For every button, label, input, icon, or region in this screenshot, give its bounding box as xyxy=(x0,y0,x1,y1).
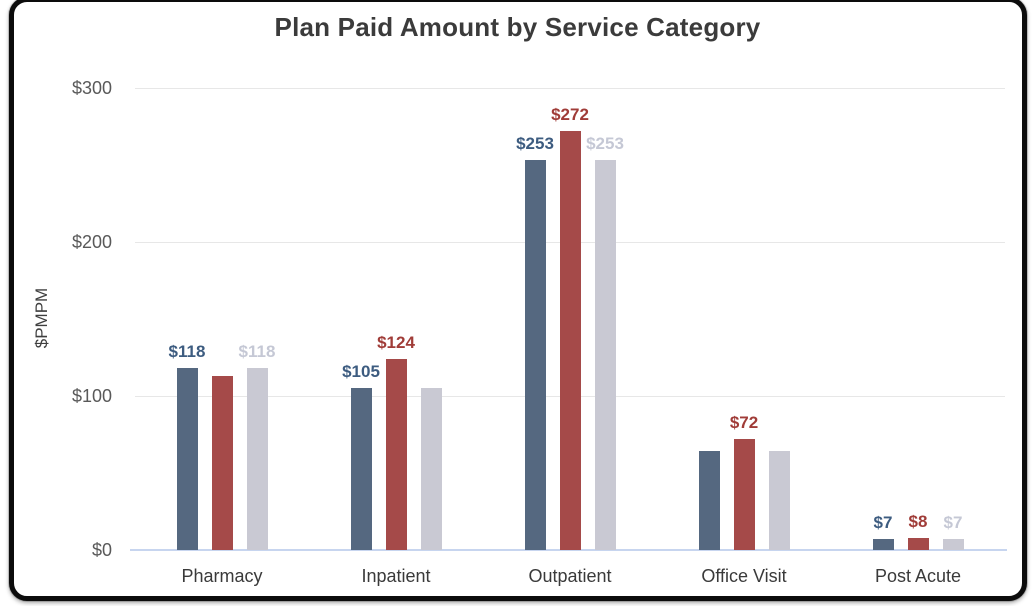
gridline-300 xyxy=(135,88,1005,89)
bar-value-red-post-acute: $8 xyxy=(908,511,928,531)
bar-blue-outpatient[interactable] xyxy=(524,160,546,550)
x-category-post-acute: Post Acute xyxy=(874,566,962,586)
bar-value-red-inpatient: $124 xyxy=(377,333,415,353)
bar-value-blue-pharmacy: $118 xyxy=(168,342,206,362)
bar-value-gray-outpatient: $253 xyxy=(586,134,624,154)
bar-value-blue-inpatient: $105 xyxy=(342,362,380,382)
bar-blue-post-acute[interactable] xyxy=(872,539,894,550)
x-category-office-visit: Office Visit xyxy=(701,566,787,586)
bar-blue-office-visit[interactable] xyxy=(698,451,720,550)
bar-value-gray-post-acute: $7 xyxy=(943,513,963,533)
y-tick-0: $0 xyxy=(91,540,112,560)
y-axis-label: $PMPM xyxy=(32,287,51,349)
x-category-outpatient: Outpatient xyxy=(528,566,612,586)
bar-value-gray-pharmacy: $118 xyxy=(238,342,276,362)
bar-value-red-outpatient: $272 xyxy=(551,105,589,125)
y-tick-100: $100 xyxy=(71,386,112,406)
chart-card xyxy=(9,0,1027,601)
bar-blue-pharmacy[interactable] xyxy=(176,368,198,550)
bar-blue-inpatient[interactable] xyxy=(350,388,372,550)
bar-gray-pharmacy[interactable] xyxy=(246,368,268,550)
bar-gray-outpatient[interactable] xyxy=(594,160,616,550)
bar-red-outpatient[interactable] xyxy=(559,131,581,550)
x-category-inpatient: Inpatient xyxy=(361,566,431,586)
bar-value-blue-post-acute: $7 xyxy=(873,513,893,533)
bar-value-blue-outpatient: $253 xyxy=(516,134,554,154)
bar-value-red-office-visit: $72 xyxy=(729,413,759,433)
x-category-pharmacy: Pharmacy xyxy=(181,566,263,586)
chart-title: Plan Paid Amount by Service Category xyxy=(274,12,761,42)
y-tick-200: $200 xyxy=(71,232,112,252)
bar-gray-post-acute[interactable] xyxy=(942,539,964,550)
bar-gray-office-visit[interactable] xyxy=(768,451,790,550)
bar-red-pharmacy[interactable] xyxy=(211,375,233,550)
y-tick-300: $300 xyxy=(71,78,112,98)
bar-red-inpatient[interactable] xyxy=(385,359,407,550)
bar-red-post-acute[interactable] xyxy=(907,537,929,550)
bar-red-office-visit[interactable] xyxy=(733,439,755,550)
bar-gray-inpatient[interactable] xyxy=(420,388,442,550)
x-axis-line xyxy=(130,549,1007,551)
